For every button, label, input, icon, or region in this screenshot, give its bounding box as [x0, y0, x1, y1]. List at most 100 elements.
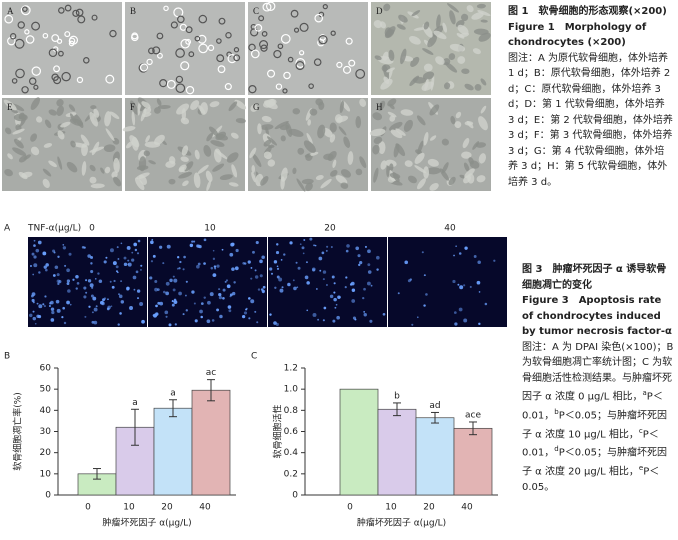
nucleus [207, 300, 211, 305]
nucleus [196, 264, 200, 269]
nucleus [203, 262, 206, 265]
cell [347, 151, 354, 165]
cell [10, 109, 19, 114]
figure3-caption: 图 3 肿瘤坏死因子 α 诱导软骨细胞凋亡的变化 Figure 3 Apopto… [522, 262, 674, 496]
nucleus [75, 274, 79, 279]
nucleus [203, 238, 207, 242]
cell [439, 168, 450, 181]
caption-title-en: Figure 3 Apoptosis rate of chondrocytes … [522, 295, 672, 337]
nucleus [254, 275, 259, 279]
nucleus [48, 304, 51, 307]
nucleus [152, 314, 155, 317]
cell [90, 183, 105, 189]
cell [36, 116, 43, 123]
cell [212, 163, 225, 172]
nucleus [83, 295, 87, 299]
nucleus [292, 279, 295, 282]
cell [235, 118, 246, 124]
nucleus [162, 290, 166, 294]
superscript: c [638, 426, 643, 435]
y-tick-label: 0.8 [284, 406, 299, 416]
y-axis-label: 软骨细胞活性 [272, 404, 284, 458]
nucleus [116, 246, 119, 249]
nucleus [229, 293, 233, 297]
x-tick-label: 20 [161, 503, 173, 513]
nucleus [165, 291, 170, 296]
cell [266, 1, 276, 11]
cell [359, 156, 367, 169]
nucleus [212, 249, 215, 252]
nucleus [43, 265, 47, 269]
cell [145, 135, 151, 143]
cell [308, 83, 314, 89]
cell [4, 169, 13, 177]
significance-label: ad [429, 401, 440, 411]
nucleus [306, 281, 310, 285]
nucleus [56, 279, 61, 283]
cell [471, 12, 484, 20]
caption-title: 图 1 软骨细胞的形态观察(×200) [508, 6, 667, 17]
nucleus [221, 248, 224, 251]
nucleus [363, 310, 366, 313]
cell [292, 108, 301, 115]
nucleus [183, 255, 186, 259]
cell [387, 111, 397, 118]
y-tick-label: 30 [40, 427, 52, 437]
nucleus [225, 279, 229, 282]
nucleus [326, 245, 329, 248]
error-bar [131, 408, 139, 446]
figure1-caption: 图 1 软骨细胞的形态观察(×200) Figure 1 Morphology … [508, 4, 673, 190]
nucleus [92, 296, 97, 301]
nucleus [281, 286, 284, 289]
nucleus [103, 260, 107, 264]
nucleus [185, 309, 188, 312]
cell [197, 34, 207, 44]
cell [263, 151, 272, 160]
nucleus [132, 275, 137, 280]
nucleus [52, 274, 56, 277]
nucleus [172, 275, 175, 278]
cell [472, 48, 481, 55]
cell [131, 111, 136, 126]
cell [441, 138, 450, 146]
nucleus [152, 254, 156, 258]
cell [72, 9, 80, 17]
cell [146, 58, 153, 66]
cell [60, 121, 71, 128]
cell [56, 99, 64, 107]
note-text: P＜0.05；与肿瘤坏死因子 α 浓度 10 μg/L 相比， [522, 410, 668, 440]
micrograph: F [122, 97, 247, 192]
nucleus [351, 288, 356, 292]
cell [429, 182, 439, 191]
cell [409, 75, 420, 86]
nucleus [166, 244, 171, 249]
cell [380, 160, 387, 170]
cell [262, 2, 272, 12]
cell [53, 65, 61, 73]
nucleus [113, 279, 116, 283]
nucleus [232, 291, 236, 296]
cell [273, 49, 282, 59]
nucleus [150, 260, 154, 263]
nucleus [316, 288, 318, 290]
cell [448, 53, 456, 61]
nucleus [120, 300, 125, 304]
cell [216, 38, 222, 44]
nucleus [90, 294, 94, 298]
nucleus [321, 251, 325, 255]
nucleus [301, 246, 305, 250]
cell [75, 8, 84, 17]
cell [464, 121, 474, 126]
cell [322, 4, 328, 10]
cell [10, 33, 17, 40]
cell [287, 56, 294, 63]
cell [456, 32, 465, 39]
x-tick-label: 0 [347, 503, 353, 513]
nucleus [57, 282, 60, 286]
nucleus [478, 322, 481, 326]
nucleus [115, 270, 118, 273]
cell [30, 146, 40, 156]
cell [130, 100, 139, 115]
cell [450, 115, 456, 125]
